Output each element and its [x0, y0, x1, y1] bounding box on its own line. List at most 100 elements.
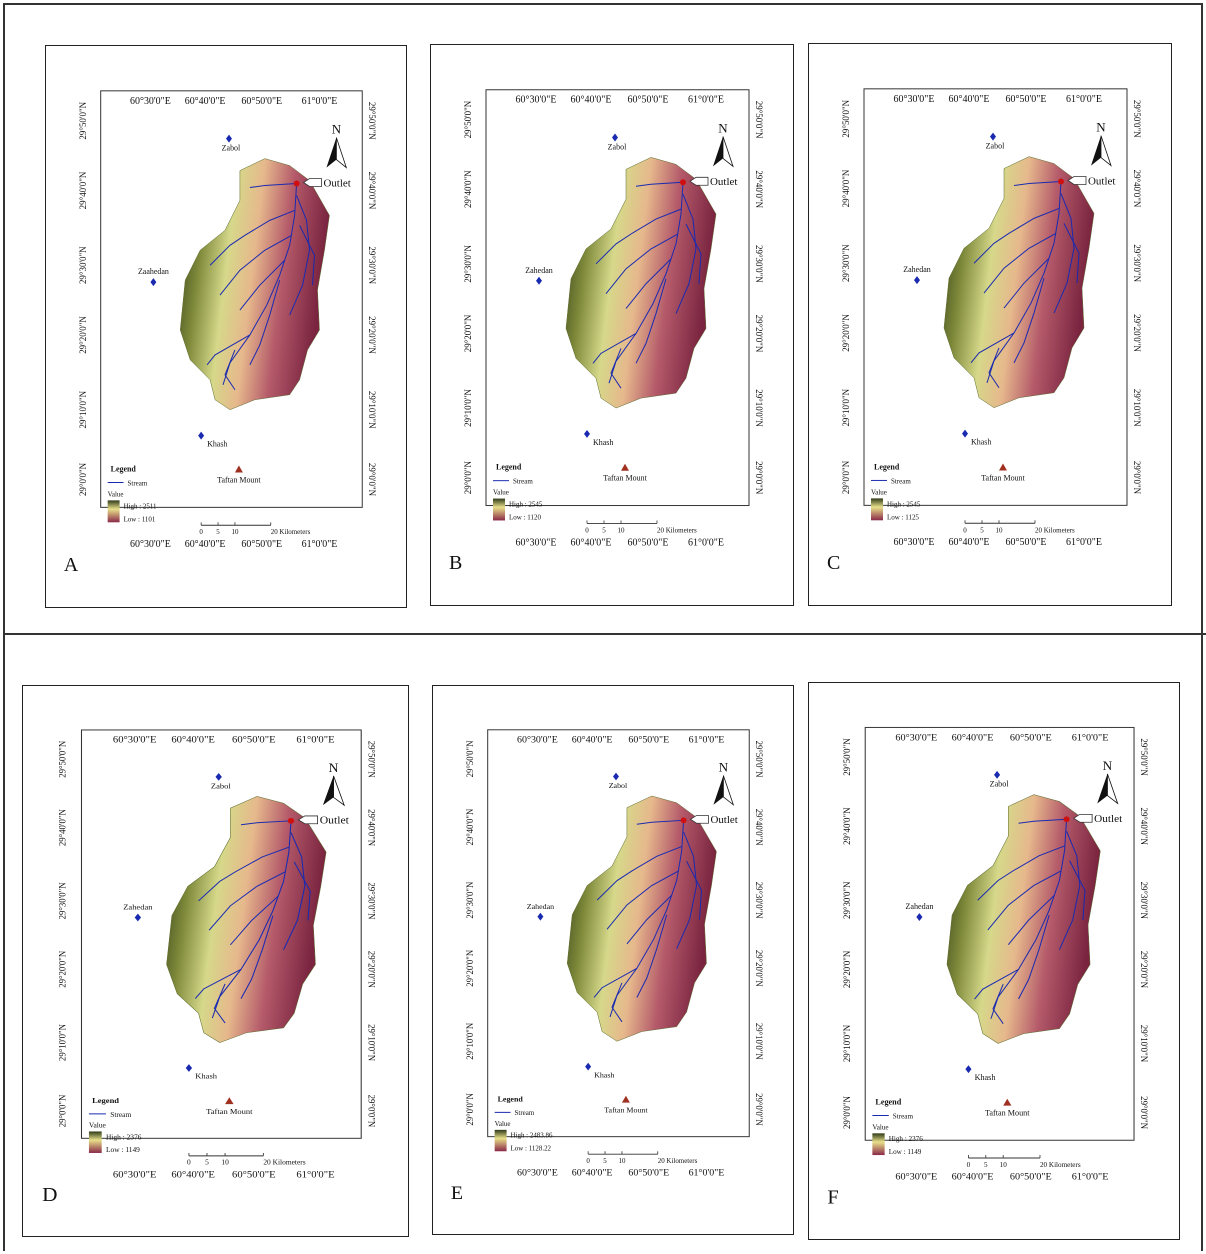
map: 60°30'0"E 60°30'0"E 60°40'0"E 60°40'0"E 60°5… — [64, 90, 377, 576]
lon-label-bottom: 60°40'0"E — [949, 537, 990, 548]
lat-label-right: 29°10'0"N — [367, 391, 377, 429]
lat-label-left: 29°30'0"N — [57, 882, 67, 919]
north-arrow-half — [1100, 135, 1112, 167]
lon-label-top: 60°50'0"E — [1006, 94, 1047, 105]
lon-label-bottom: 60°30'0"E — [895, 1172, 937, 1183]
lat-label-left: 29°40'0"N — [57, 809, 67, 846]
stream-line — [635, 278, 667, 364]
lat-label-left: 29°10'0"N — [465, 1022, 475, 1059]
outlet-point — [1063, 816, 1070, 823]
lat-label-right: 29°20'0"N — [1139, 951, 1149, 989]
zabol-marker — [612, 133, 618, 142]
legend-title: Legend — [111, 464, 137, 473]
stream-line — [1007, 894, 1055, 946]
stream-line — [988, 347, 1000, 389]
stream-line — [240, 820, 292, 826]
stream-line — [592, 333, 637, 364]
lon-label-bottom: 61°0'0"E — [296, 1170, 334, 1181]
outlet-label: Outlet — [1094, 813, 1122, 825]
legend-ramp — [107, 500, 120, 523]
outlet-arrow — [689, 176, 709, 186]
stream-line — [974, 968, 1019, 1000]
map: 60°30'0"E 60°30'0"E 60°40'0"E 60°40'0"E 60°5… — [827, 88, 1142, 574]
lon-label-bottom: 60°40'0"E — [952, 1172, 994, 1183]
map: 60°30'0"E 60°30'0"E 60°40'0"E 60°40'0"E 60°5… — [827, 726, 1149, 1209]
stream-line — [973, 207, 1060, 264]
scale-label: 20 Kilometers — [1035, 526, 1075, 534]
stream-line — [1069, 860, 1086, 921]
lon-label-top: 61°0'0"E — [1072, 732, 1109, 743]
lat-label-right: 29°40'0"N — [367, 809, 377, 846]
lat-label-right: 29°30'0"N — [1139, 882, 1149, 920]
outlet-label: Outlet — [710, 176, 737, 188]
stream-line — [983, 232, 1057, 294]
stream-line — [211, 820, 292, 1019]
lat-label-left: 29°30'0"N — [841, 244, 851, 282]
lat-label-right: 29°0'0"N — [367, 463, 377, 497]
outlet-arrow — [1072, 813, 1093, 823]
lon-label-top: 60°30'0"E — [113, 735, 157, 746]
lat-label-left: 29°10'0"N — [57, 1024, 67, 1061]
stream-line — [636, 819, 684, 825]
lon-label-top: 60°30'0"E — [894, 94, 935, 105]
map: 60°30'0"E 60°30'0"E 60°40'0"E 60°40'0"E 60°5… — [449, 89, 764, 574]
lat-label-right: 29°30'0"N — [754, 882, 764, 919]
lat-label-left: 29°30'0"N — [465, 881, 475, 918]
lat-label-left: 29°50'0"N — [57, 740, 67, 777]
north-arrow — [322, 775, 334, 806]
stream-line — [1018, 914, 1050, 1000]
khash-marker — [584, 429, 590, 438]
khash-marker — [965, 1065, 972, 1074]
lon-label-bottom: 61°0'0"E — [689, 1168, 725, 1179]
lon-label-bottom: 60°30'0"E — [517, 1168, 558, 1179]
lon-label-top: 60°50'0"E — [628, 95, 669, 106]
lat-label-left: 29°40'0"N — [841, 169, 851, 207]
khash-label: Khash — [195, 1072, 217, 1081]
stream-line — [299, 225, 316, 286]
stream-line — [293, 861, 311, 921]
legend-low: Low : 1149 — [889, 1148, 922, 1156]
taftan-marker — [234, 465, 243, 473]
lat-label-right: 29°20'0"N — [367, 316, 377, 354]
lon-label-top: 60°40'0"E — [572, 735, 613, 746]
scale-label: 5 — [984, 1161, 988, 1169]
outlet-point — [680, 817, 687, 824]
lon-label-bottom: 61°0'0"E — [302, 539, 338, 550]
legend-low: Low : 1125 — [887, 513, 919, 521]
stream-line — [596, 846, 682, 901]
lon-label-top: 60°50'0"E — [628, 735, 669, 746]
lat-label-left: 29°0'0"N — [463, 461, 473, 495]
scale-label: 20 Kilometers — [658, 1158, 698, 1165]
taftan-label: Taftan Mount — [985, 1109, 1030, 1118]
lon-label-top: 60°30'0"E — [130, 96, 171, 107]
north-label: N — [329, 760, 339, 774]
taftan-label: Taftan Mount — [217, 475, 261, 484]
zahedan-marker — [916, 913, 923, 922]
lon-label-top: 61°0'0"E — [296, 735, 334, 746]
zabol-label: Zabol — [608, 142, 627, 151]
outlet-arrow — [302, 178, 322, 187]
legend-value-label: Value — [495, 1121, 511, 1128]
lon-label-bottom: 60°30'0"E — [516, 537, 557, 548]
lon-label-top: 60°30'0"E — [895, 732, 937, 743]
lat-label-left: 29°30'0"N — [78, 246, 88, 284]
legend-stream-label: Stream — [891, 477, 911, 485]
lat-label-right: 29°30'0"N — [367, 882, 377, 919]
lat-label-left: 29°40'0"N — [842, 807, 852, 845]
panel-letter: F — [827, 1187, 838, 1209]
lon-label-top: 60°40'0"E — [949, 94, 990, 105]
stream-line — [986, 181, 1062, 383]
taftan-label: Taftan Mount — [981, 473, 1025, 482]
lat-label-right: 29°40'0"N — [754, 170, 764, 208]
lon-label-bottom: 60°30'0"E — [130, 539, 171, 550]
legend-low: Low : 1101 — [124, 515, 156, 523]
stream-line — [610, 348, 622, 389]
north-arrow — [713, 775, 724, 805]
lon-label-top: 61°0'0"E — [689, 735, 725, 746]
khash-marker — [185, 1064, 193, 1072]
stream-line — [970, 332, 1015, 364]
legend-value-label: Value — [872, 1123, 888, 1131]
north-arrow — [326, 137, 337, 168]
lat-label-right: 29°20'0"N — [367, 951, 377, 988]
stream-line — [249, 280, 281, 366]
